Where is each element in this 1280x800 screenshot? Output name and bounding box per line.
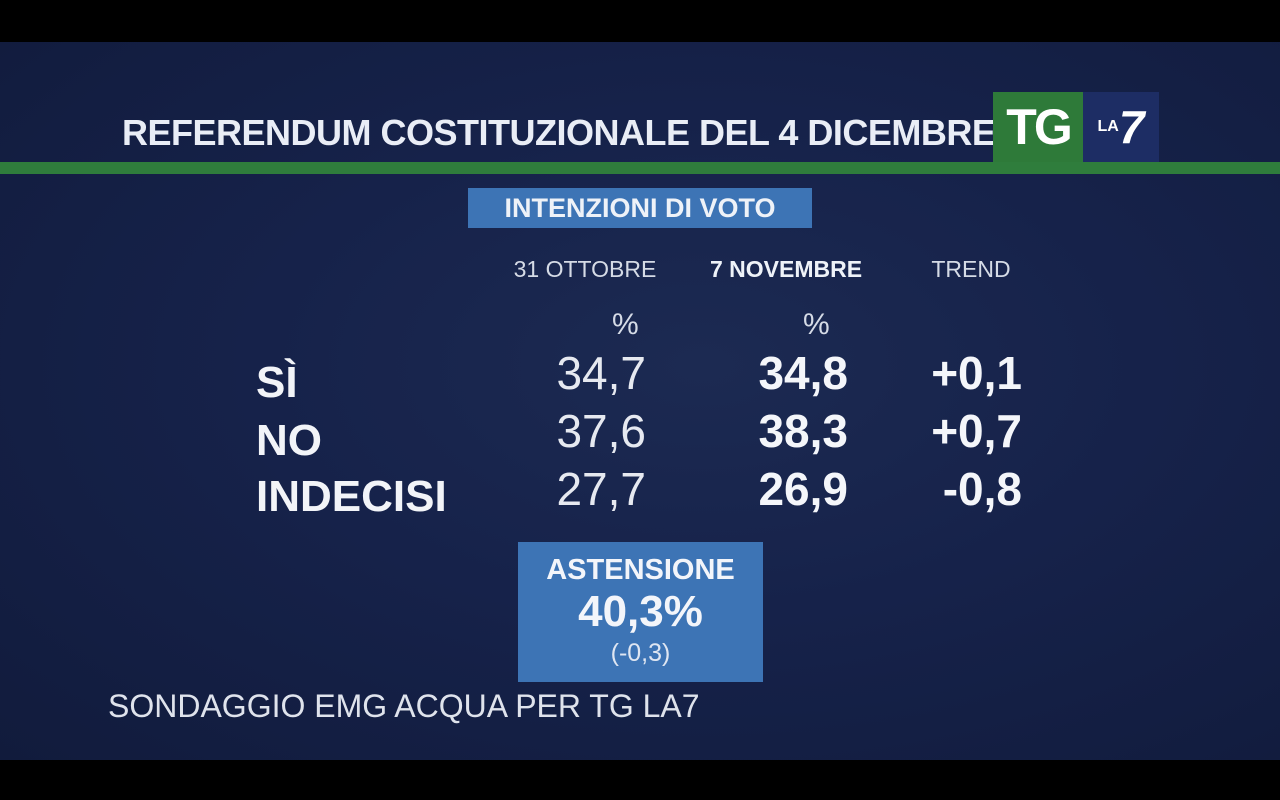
column-header-trend: TREND — [931, 256, 1011, 282]
section-badge: INTENZIONI DI VOTO — [468, 188, 812, 228]
column-header-7-novembre: 7 NOVEMBRE — [709, 256, 863, 282]
trend-indecisi: -0,8 — [942, 463, 1022, 515]
astensione-value: 40,3% — [578, 587, 703, 636]
green-divider — [0, 162, 1280, 174]
value-indecisi-31-ottobre: 27,7 — [556, 463, 646, 515]
astensione-delta: (-0,3) — [610, 639, 671, 667]
value-no-31-ottobre: 37,6 — [556, 405, 646, 457]
logo-la7: LA 7 — [1083, 92, 1159, 162]
value-si-7-novembre: 34,8 — [758, 347, 848, 399]
column-header-31-ottobre: 31 OTTOBRE — [513, 256, 657, 282]
source-caption: SONDAGGIO EMG ACQUA PER TG LA7 — [108, 688, 700, 724]
logo-seven: 7 — [1118, 101, 1145, 153]
astensione-title: ASTENSIONE — [546, 554, 735, 586]
logo-tg: TG — [993, 92, 1083, 162]
row-label-no: NO — [256, 416, 322, 465]
row-label-indecisi: INDECISI — [256, 472, 447, 521]
trend-si: +0,1 — [931, 347, 1022, 399]
broadcast-graphic: REFERENDUM COSTITUZIONALE DEL 4 DICEMBRE… — [0, 42, 1280, 760]
value-indecisi-7-novembre: 26,9 — [758, 463, 848, 515]
logo-la: LA — [1097, 118, 1119, 135]
percent-symbol-col2: % — [803, 308, 830, 341]
percent-symbol-col1: % — [612, 308, 639, 341]
value-si-31-ottobre: 34,7 — [556, 347, 646, 399]
tg-la7-logo: TG LA 7 — [993, 92, 1159, 162]
row-label-si: SÌ — [256, 358, 298, 407]
value-no-7-novembre: 38,3 — [758, 405, 848, 457]
trend-no: +0,7 — [931, 405, 1022, 457]
page-title: REFERENDUM COSTITUZIONALE DEL 4 DICEMBRE — [122, 112, 996, 153]
astensione-box: ASTENSIONE 40,3% (-0,3) — [518, 542, 763, 682]
